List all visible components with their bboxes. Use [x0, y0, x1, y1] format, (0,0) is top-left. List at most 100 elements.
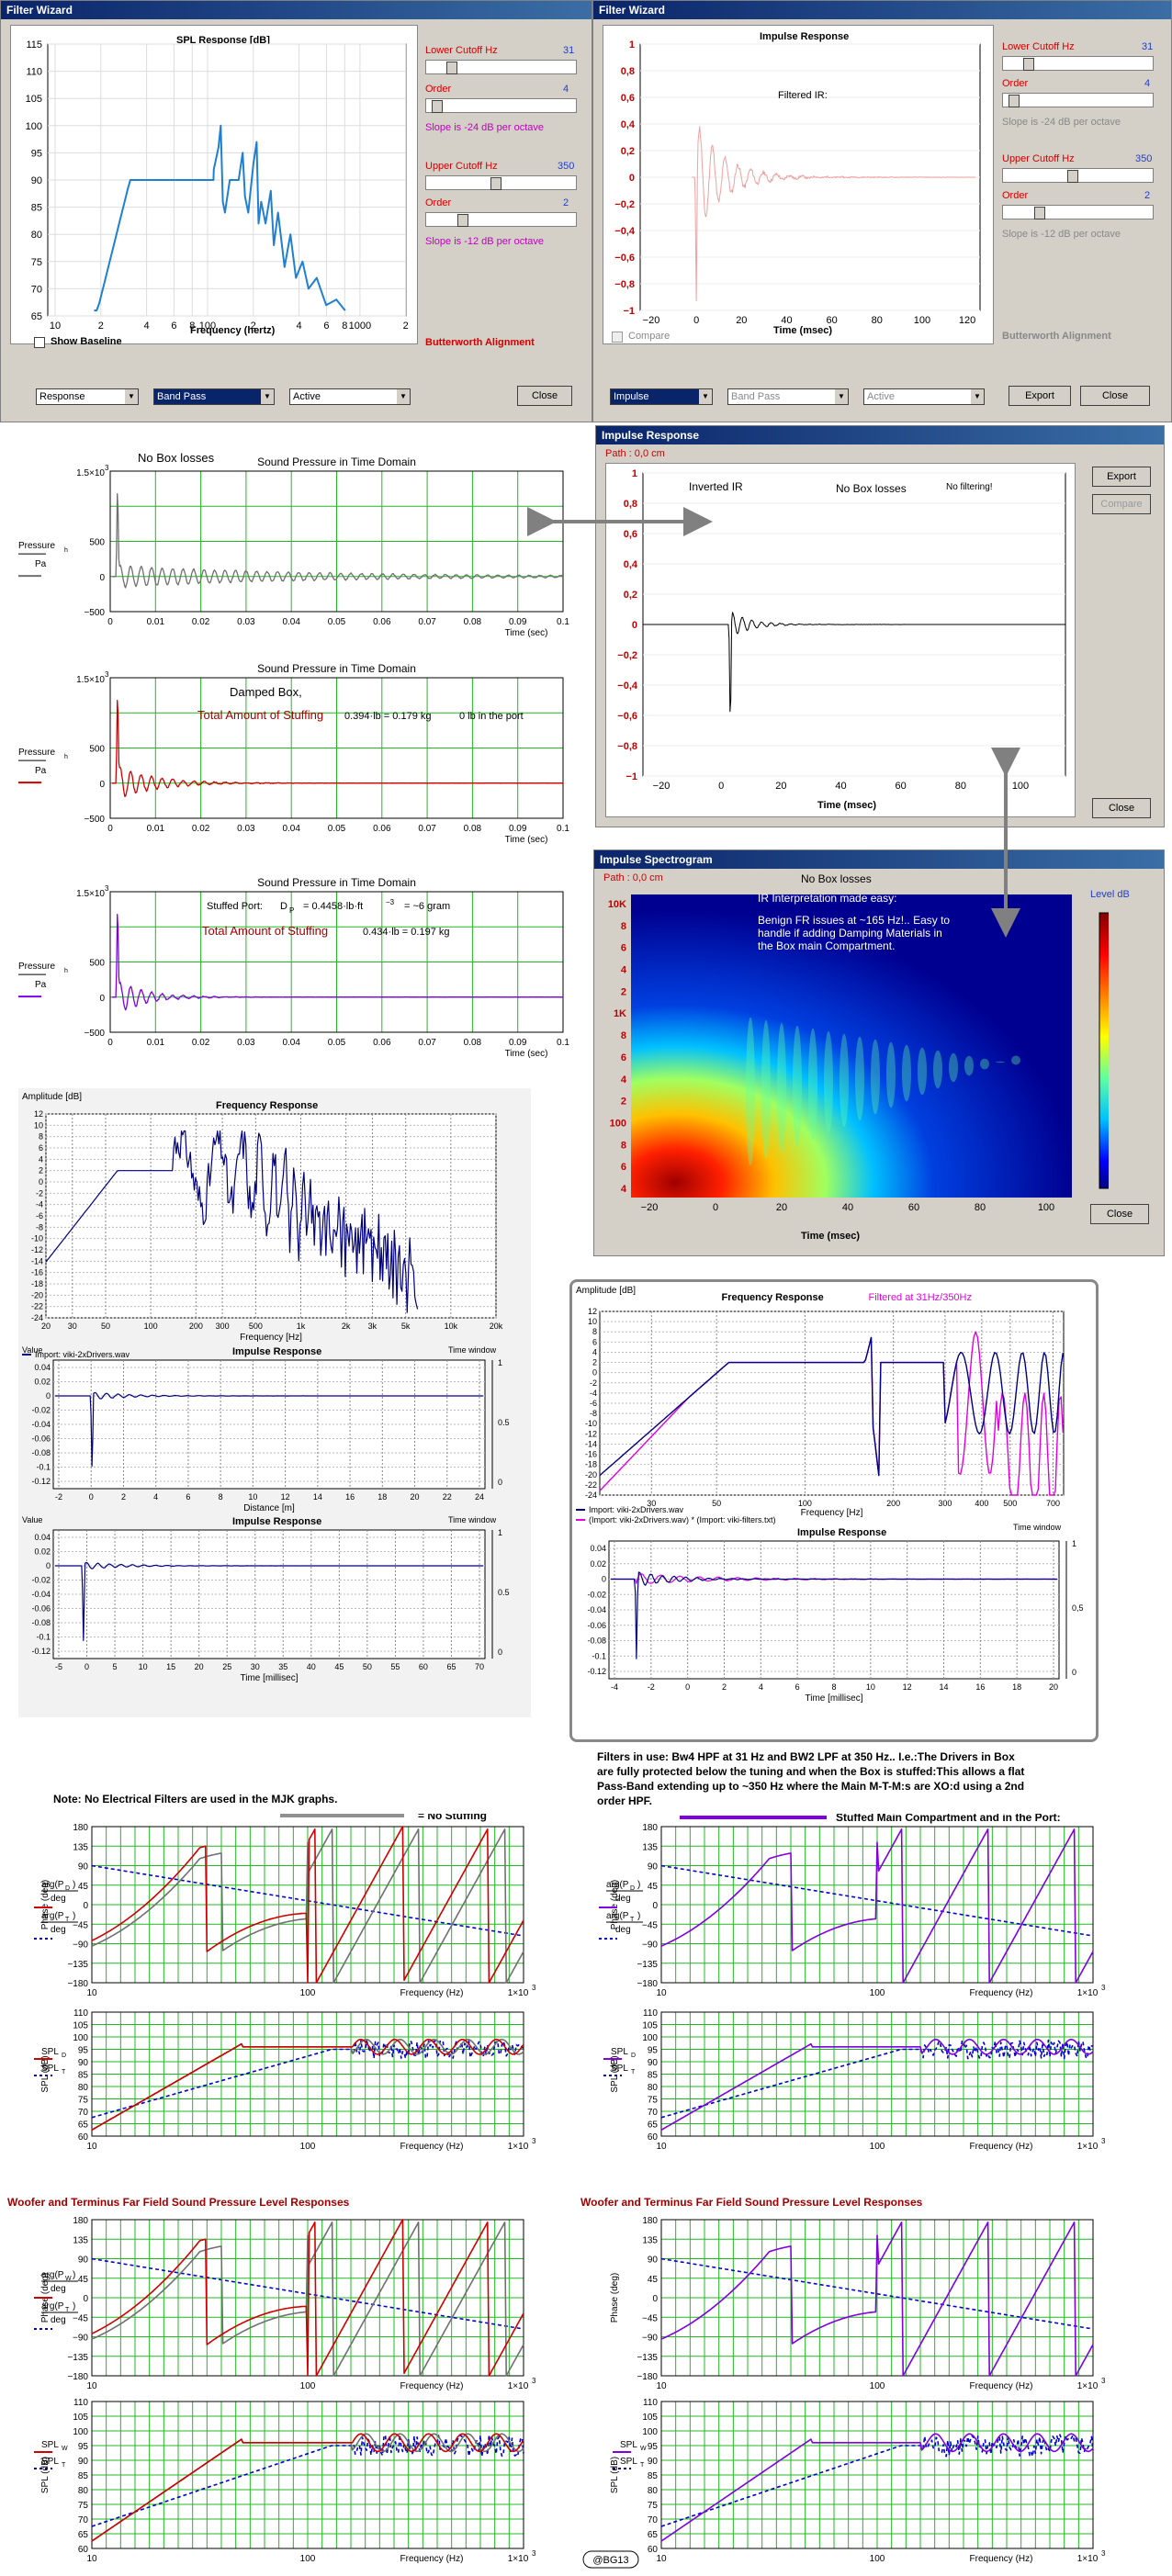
close-button[interactable]: Close: [517, 386, 572, 406]
x-tick: 50: [101, 1322, 110, 1331]
y-tick: −45: [73, 2313, 88, 2323]
x-tick: 0.1: [557, 824, 569, 834]
x-tick: 0.04: [282, 617, 300, 627]
y-tick: 75: [78, 2501, 89, 2511]
mjk-trace: [660, 2434, 1094, 2527]
y-tick: −135: [67, 2353, 88, 2363]
axis-title: Amplitude [dB]: [22, 1092, 82, 1102]
filter-class-select[interactable]: Active ▼: [863, 388, 985, 405]
close-button[interactable]: Close: [1080, 386, 1150, 406]
filter-type-select[interactable]: Band Pass ▼: [727, 388, 849, 405]
mjk-trace: [91, 2433, 524, 2542]
y-tick: -0.08: [31, 1618, 51, 1627]
upper-cutoff-slider[interactable]: [1002, 168, 1154, 183]
export-button[interactable]: Export: [1092, 467, 1151, 487]
x-tick: 20: [1049, 1682, 1058, 1692]
y-tick: -0.06: [31, 1434, 51, 1444]
tick-label: 4: [621, 965, 627, 976]
legend-label: = No Stuffing: [418, 1814, 487, 1822]
rew-right-charts: Amplitude [dB] Frequency Response Filtered…: [576, 1286, 1084, 1704]
legend-label: (Import: viki-2xDrivers.wav) * (Import: …: [589, 1515, 776, 1524]
y-tick: 80: [78, 2083, 89, 2093]
y-tick: 0: [46, 1391, 51, 1400]
y-tick: -0.04: [587, 1605, 606, 1614]
order2-slider[interactable]: [1002, 205, 1154, 219]
tick-label: 2: [621, 986, 626, 997]
x-axis-label: Distance [m]: [243, 1503, 295, 1513]
tick-label: 90: [31, 175, 42, 186]
x-axis-label: Time [millisec]: [806, 1693, 863, 1704]
y-tick: −90: [642, 2334, 658, 2344]
y-tick: 180: [73, 2216, 88, 2226]
export-button[interactable]: Export: [1009, 386, 1071, 406]
plot-title: Sound Pressure in Time Domain: [257, 876, 416, 889]
y-tick: −180: [67, 1979, 88, 1989]
y-tick: −135: [637, 2353, 658, 2363]
legend-label: ): [73, 1911, 75, 1921]
y-tick: -0.12: [587, 1667, 606, 1676]
y-tick: 95: [648, 2442, 659, 2452]
tick-label: 80: [31, 230, 42, 241]
axis-title: Amplitude [dB]: [576, 1286, 636, 1296]
legend-sub: D: [631, 2053, 636, 2059]
slope1-text: Slope is -24 dB per octave: [1002, 117, 1121, 128]
inverted-ir-chart: 1 0,8 0,6 0,4 0,2 0 −0,2 −0,4 −0,6 −0,8 −1 −20 0 20 40…: [617, 468, 1066, 792]
y-axis-label: Phase (deg): [610, 1880, 620, 1929]
tick-label: −0,2: [614, 199, 635, 210]
x-tick: 10: [866, 1682, 875, 1692]
tick-label: 1: [632, 468, 637, 479]
ripple-streak: [761, 1019, 771, 1160]
compare-checkbox[interactable]: [612, 332, 623, 343]
close-button[interactable]: Close: [1090, 1204, 1149, 1224]
tick-label: 8: [621, 1140, 626, 1151]
legend-sub: T: [65, 1917, 70, 1923]
mode-select[interactable]: Impulse ▼: [610, 388, 713, 405]
mjk-charts: = No Stuffing Stuffed Main Compartment an…: [7, 1814, 1106, 2569]
lower-cutoff-slider[interactable]: [1002, 56, 1154, 71]
order2-slider[interactable]: [425, 212, 577, 227]
compare-button[interactable]: Compare: [1092, 494, 1151, 514]
x-tick: 0.1: [557, 617, 569, 627]
order1-slider[interactable]: [425, 98, 577, 113]
mjk-trace: [91, 2257, 524, 2330]
upper-cutoff-slider[interactable]: [425, 175, 577, 190]
tick-label: 115: [26, 39, 42, 51]
tick-label: 0,6: [621, 93, 635, 104]
y-tick: -10: [31, 1234, 43, 1243]
lower-cutoff-slider[interactable]: [425, 60, 577, 74]
x-tick: 0: [85, 1662, 89, 1671]
x-tick-exp: 3: [532, 2137, 536, 2145]
x-tick-exp: 3: [532, 1984, 536, 1992]
plot-frame: [109, 891, 564, 1033]
y-tick-exp: 3: [105, 464, 109, 472]
x-tick: 10: [86, 2554, 97, 2564]
y-tick: -4: [36, 1200, 43, 1209]
x-tick: 30: [251, 1662, 260, 1671]
legend-label: arg(P: [41, 2301, 64, 2312]
x-tick: 14: [939, 1682, 948, 1692]
level-colorbar: [1099, 912, 1109, 1189]
tick-label: 2: [621, 1097, 626, 1108]
filter-type-select[interactable]: Band Pass ▼: [153, 388, 275, 405]
path-label: Path : 0,0 cm: [605, 448, 665, 459]
y-tick: -0.12: [31, 1477, 51, 1486]
no-box-losses-label: No Box losses: [836, 482, 907, 495]
mode-select[interactable]: Response ▼: [36, 388, 139, 405]
show-baseline-checkbox[interactable]: [34, 337, 45, 348]
plot-frame: [52, 1359, 486, 1490]
x-tick: 0.06: [373, 824, 391, 834]
legend-sub: W: [65, 2276, 72, 2282]
tick-label: 2: [98, 321, 104, 332]
y-tick: 180: [642, 1823, 658, 1833]
tick-label: −20: [653, 781, 671, 792]
y-tick: 2: [39, 1166, 43, 1176]
plot-title: Sound Pressure in Time Domain: [257, 456, 416, 468]
y-tick: 85: [648, 2071, 659, 2081]
plot-note: P: [289, 906, 294, 915]
order1-slider[interactable]: [1002, 93, 1154, 107]
plot-note: −3: [386, 898, 395, 906]
x-tick: 0: [89, 1492, 94, 1502]
filter-class-select[interactable]: Active ▼: [289, 388, 411, 405]
close-button[interactable]: Close: [1092, 798, 1151, 818]
x-tick: 2: [121, 1492, 126, 1502]
